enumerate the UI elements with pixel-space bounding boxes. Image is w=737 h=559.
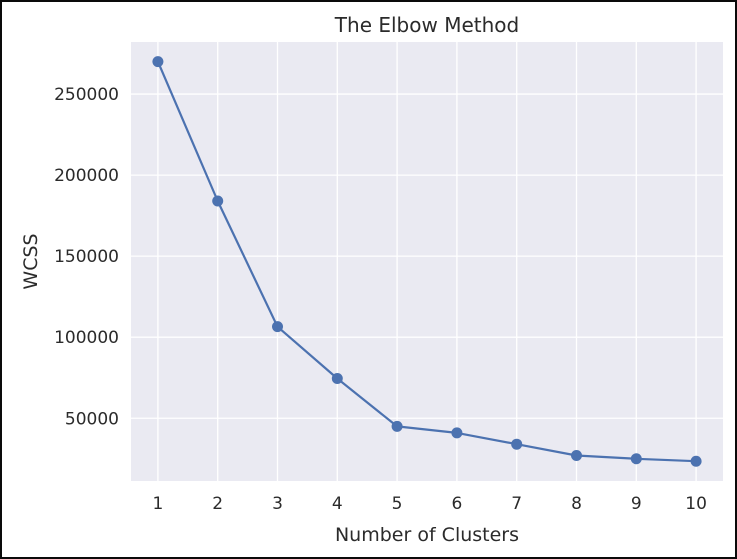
x-tick-label: 7	[511, 494, 522, 514]
plot-area	[131, 42, 723, 481]
y-tick-labels: 50000 100000 150000 200000 250000	[54, 85, 119, 429]
y-axis-label: WCSS	[20, 233, 42, 289]
x-tick-label: 3	[272, 494, 283, 514]
series	[152, 56, 702, 467]
x-tick-labels: 1 2 3 4 5 6 7 8 9 10	[152, 494, 706, 514]
y-tick-label: 200000	[54, 166, 119, 186]
chart-title: The Elbow Method	[334, 13, 519, 37]
x-tick-label: 9	[631, 494, 642, 514]
data-point	[212, 195, 224, 207]
data-point	[391, 420, 403, 432]
data-point	[630, 453, 642, 465]
data-point	[690, 455, 702, 467]
gridlines	[131, 42, 723, 481]
y-tick-label: 150000	[54, 247, 119, 267]
x-tick-label: 5	[392, 494, 403, 514]
y-tick-label: 250000	[54, 85, 119, 105]
data-point	[272, 321, 284, 333]
data-point	[152, 56, 164, 68]
x-tick-label: 1	[152, 494, 163, 514]
x-tick-label: 10	[685, 494, 707, 514]
data-point	[451, 427, 463, 439]
x-tick-label: 8	[571, 494, 582, 514]
x-tick-label: 4	[332, 494, 343, 514]
series-line	[156, 61, 697, 463]
y-tick-label: 50000	[65, 409, 119, 429]
data-point	[570, 450, 582, 462]
x-tick-label: 2	[212, 494, 223, 514]
y-tick-label: 100000	[54, 328, 119, 348]
x-tick-label: 6	[451, 494, 462, 514]
x-axis-label: Number of Clusters	[335, 524, 519, 546]
data-point	[331, 373, 343, 385]
data-point	[511, 438, 523, 450]
